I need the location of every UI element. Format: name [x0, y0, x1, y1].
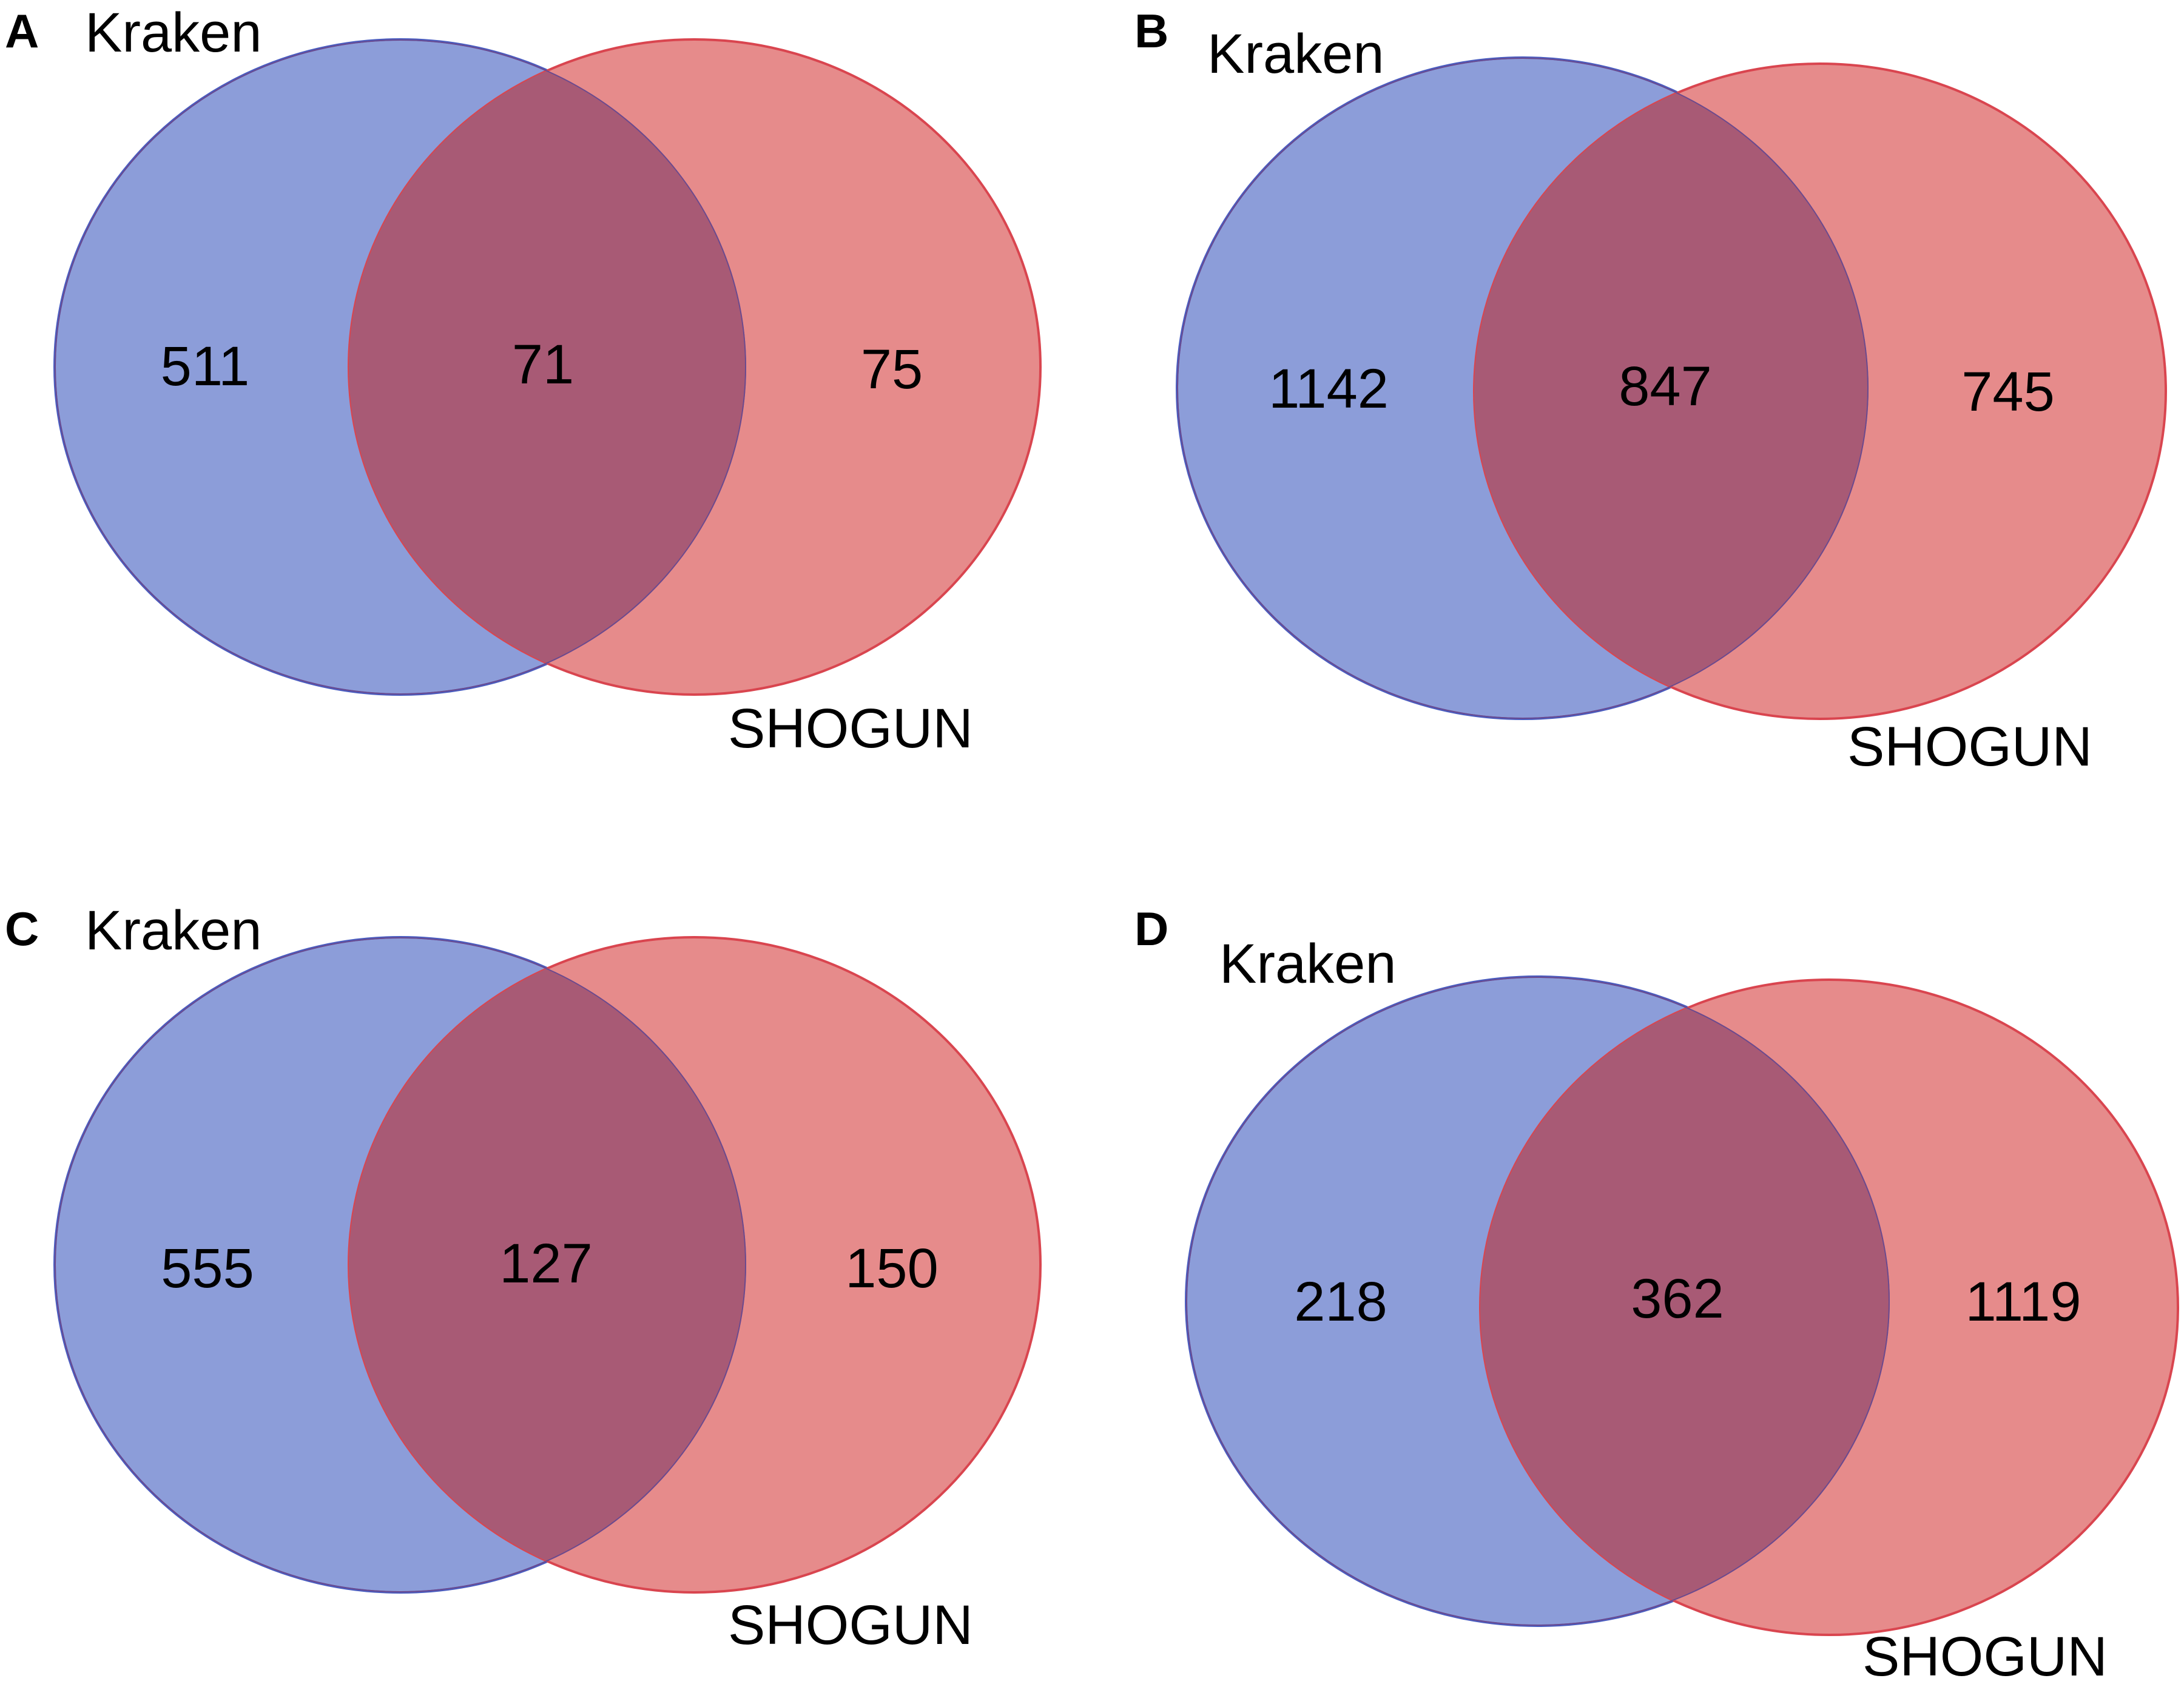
kraken-label: Kraken: [1219, 933, 1397, 995]
panel-d: D Kraken SHOGUN 218 362 1119: [1134, 902, 2179, 1684]
shogun-label: SHOGUN: [1862, 1626, 2108, 1684]
panel-letter: A: [5, 4, 39, 58]
panel-b: B Kraken SHOGUN 1142 847 745: [1134, 4, 2167, 778]
kraken-label: Kraken: [85, 900, 262, 962]
overlap-region: [349, 937, 746, 1592]
kraken-only-count: 511: [161, 335, 250, 397]
panel-a: A Kraken SHOGUN 511 71 75: [5, 2, 1042, 759]
panel-letter: B: [1134, 4, 1168, 58]
shogun-only-count: 75: [861, 338, 923, 400]
kraken-only-count: 555: [161, 1238, 254, 1299]
shogun-label: SHOGUN: [728, 1594, 973, 1656]
kraken-label: Kraken: [1207, 23, 1384, 85]
intersection-count: 127: [499, 1233, 593, 1295]
kraken-only-count: 1142: [1269, 358, 1389, 420]
shogun-label: SHOGUN: [1847, 716, 2092, 778]
kraken-only-count: 218: [1294, 1271, 1387, 1333]
shogun-only-count: 1119: [1965, 1271, 2081, 1333]
panel-c: C Kraken SHOGUN 555 127 150: [5, 900, 1042, 1656]
overlap-region: [349, 39, 746, 695]
panel-letter: D: [1134, 902, 1168, 955]
overlap-region: [1480, 980, 1890, 1626]
panel-letter: C: [5, 902, 39, 955]
intersection-count: 362: [1631, 1268, 1724, 1330]
intersection-count: 847: [1619, 355, 1712, 417]
shogun-only-count: 150: [845, 1238, 939, 1299]
intersection-count: 71: [512, 334, 574, 396]
shogun-only-count: 745: [1961, 361, 2055, 423]
overlap-region: [1474, 64, 1869, 719]
kraken-label: Kraken: [85, 2, 262, 64]
shogun-label: SHOGUN: [728, 698, 973, 759]
